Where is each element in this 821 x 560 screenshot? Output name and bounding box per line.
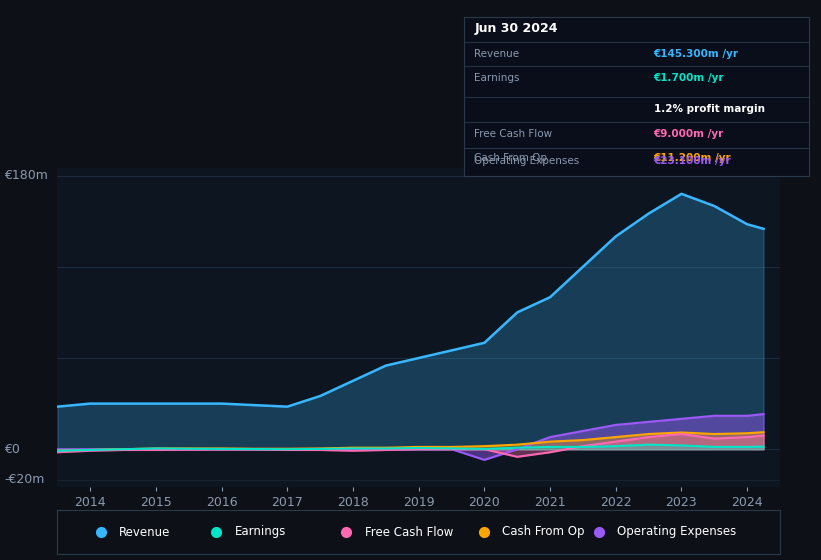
Text: €11.200m /yr: €11.200m /yr (654, 153, 732, 163)
Text: Revenue: Revenue (475, 49, 520, 58)
Text: Cash From Op: Cash From Op (475, 153, 548, 163)
Text: €180m: €180m (4, 169, 48, 182)
Text: €145.300m /yr: €145.300m /yr (654, 49, 739, 58)
Text: Free Cash Flow: Free Cash Flow (365, 525, 453, 539)
Text: -€20m: -€20m (4, 473, 44, 486)
Text: Earnings: Earnings (475, 73, 520, 83)
Text: Free Cash Flow: Free Cash Flow (475, 129, 553, 139)
Text: €0: €0 (4, 443, 20, 456)
Text: €1.700m /yr: €1.700m /yr (654, 73, 724, 83)
Text: €23.100m /yr: €23.100m /yr (654, 156, 732, 166)
Text: €9.000m /yr: €9.000m /yr (654, 129, 724, 139)
Text: 1.2% profit margin: 1.2% profit margin (654, 104, 764, 114)
Text: Cash From Op: Cash From Op (502, 525, 585, 539)
Text: Operating Expenses: Operating Expenses (475, 156, 580, 166)
Text: Jun 30 2024: Jun 30 2024 (475, 22, 557, 35)
Text: Earnings: Earnings (235, 525, 286, 539)
Text: Operating Expenses: Operating Expenses (617, 525, 736, 539)
Text: Revenue: Revenue (119, 525, 170, 539)
